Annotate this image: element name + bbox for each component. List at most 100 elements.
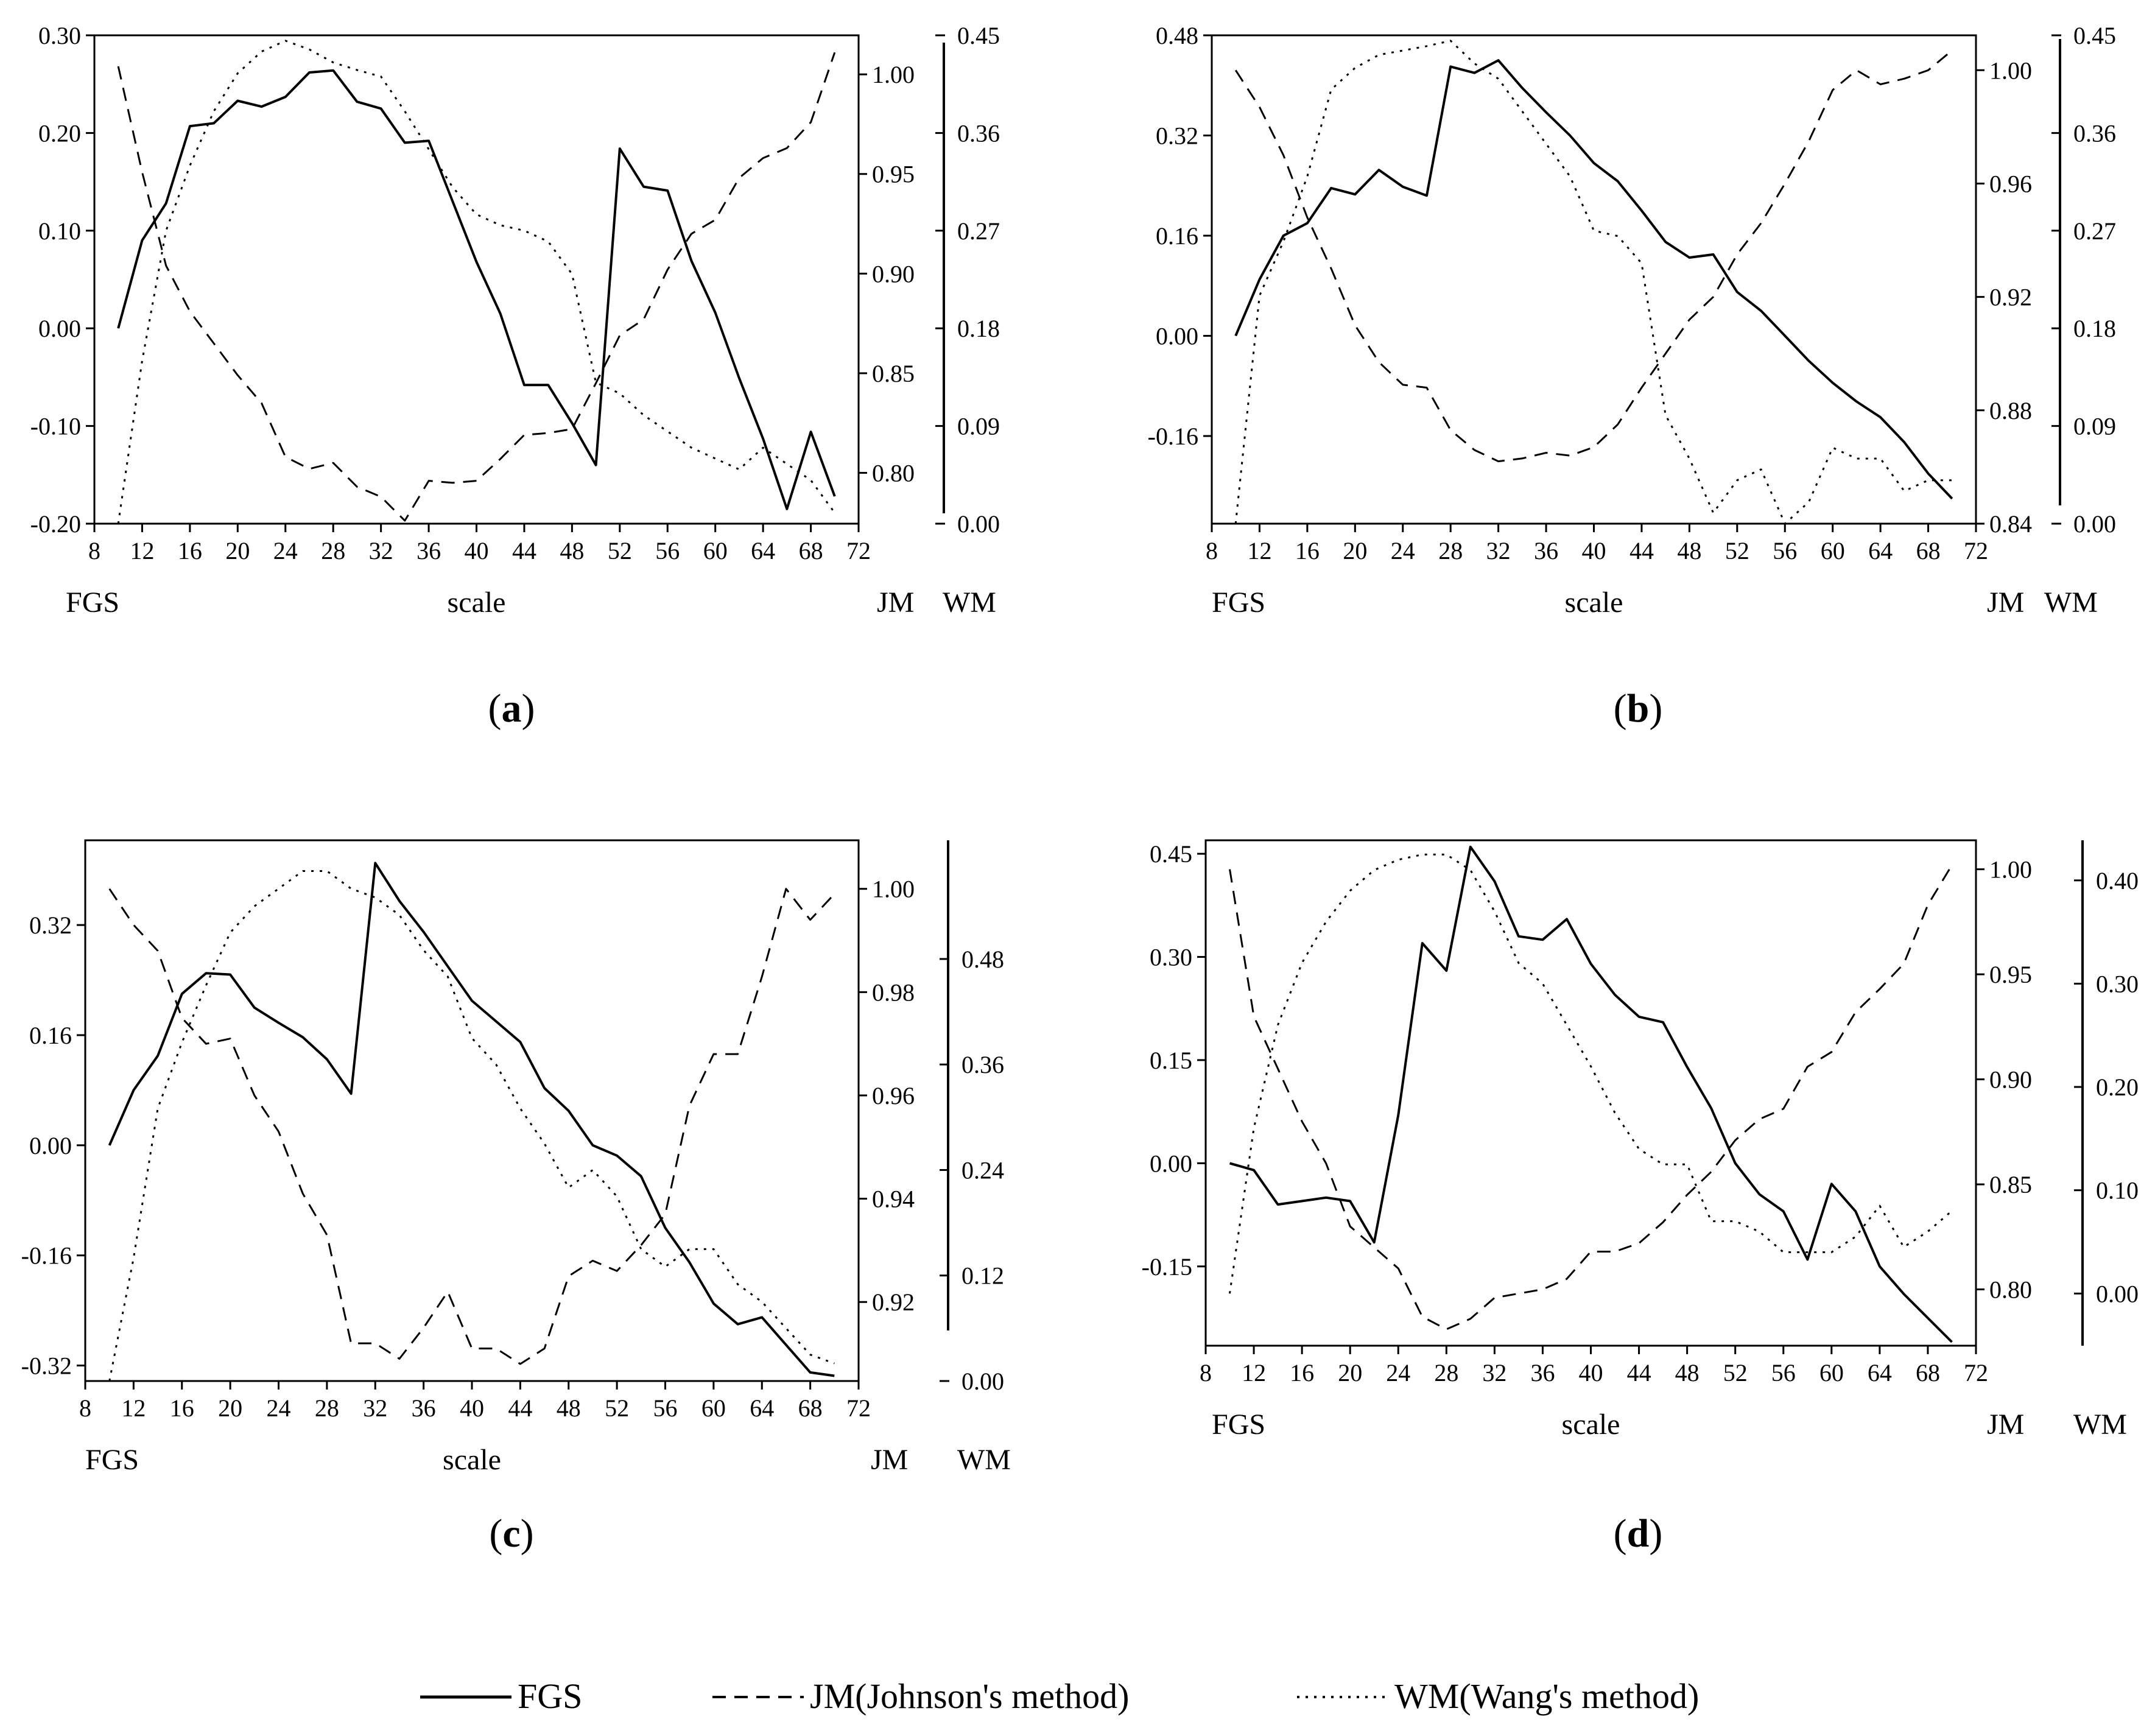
plot-frame [1204,839,1977,1347]
series-line-solid [1229,845,1953,1343]
right2-tick-label: 0.00 [2073,510,2116,538]
x-tick-label: 64 [1868,537,1893,564]
x-tick-label: 8 [1200,1359,1212,1386]
legend-label-jm: JM(Johnson's method) [810,1676,1129,1716]
series-line-dashed [1229,864,1953,1330]
chart-panel-b: 8 12 16 20 24 28 32 36 40 44 48 52 56 60 64 68 72 -0.16 0.… [1148,22,2116,731]
left-tick-label: -0.20 [30,510,81,538]
x-axis-label: scale [1562,1408,1620,1441]
x-tick-label: 36 [1530,1359,1555,1386]
x-tick-label: 72 [1964,537,1988,564]
right1-tick-label: 0.90 [1989,1066,2032,1094]
panel-label: (a) [488,686,535,731]
x-tick-label: 12 [1247,537,1271,564]
right1-axis-name: JM [1987,586,2024,619]
x-tick-label: 44 [508,1394,532,1422]
x-tick-label: 40 [460,1394,484,1422]
x-tick-label: 72 [1964,1359,1988,1386]
right1-tick-label: 0.92 [1989,284,2032,311]
right2-tick-label: 0.00 [2096,1280,2139,1307]
right2-tick-label: 0.18 [2073,315,2116,342]
x-tick-label: 60 [1821,537,1845,564]
right2-tick-label: 0.40 [2096,867,2139,894]
x-tick-label: 36 [412,1394,436,1422]
chart-panel-d: 8 12 16 20 24 28 32 36 40 44 48 52 56 60 64 68 72 -0.15 0.… [1142,839,2139,1556]
x-tick-label: 44 [1629,537,1654,564]
right2-tick-label: 0.27 [2073,217,2116,245]
left-tick-label: -0.32 [21,1352,72,1380]
x-tick-label: 64 [751,537,775,564]
x-tick-label: 28 [321,537,345,564]
right1-tick-label: 1.00 [1989,856,2032,884]
x-tick-label: 52 [1725,537,1749,564]
left-tick-label: 0.30 [1150,944,1192,971]
right1-tick-label: 1.00 [872,61,915,88]
x-tick-label: 16 [178,537,202,564]
x-tick-label: 44 [512,537,536,564]
x-tick-label: 32 [1486,537,1511,564]
left-tick-label: 0.00 [1150,1150,1192,1177]
x-tick-label: 56 [655,537,680,564]
right1-tick-label: 0.95 [872,161,915,188]
left-axis-name: FGS [66,586,119,619]
right1-axis-name: JM [1987,1408,2024,1441]
right1-axis-name: JM [871,1444,908,1476]
x-tick-label: 48 [560,537,584,564]
right1-tick-label: 0.98 [872,979,915,1006]
x-tick-label: 40 [1579,1359,1603,1386]
series-line-solid [117,69,836,510]
x-tick-label: 48 [557,1394,581,1422]
left-tick-label: 0.32 [1156,122,1198,150]
x-tick-label: 8 [88,537,100,564]
series-line-dotted [117,40,836,524]
x-tick-label: 32 [363,1394,387,1422]
left-tick-label: 0.15 [1150,1047,1192,1074]
x-tick-label: 28 [315,1394,339,1422]
left-axis-name: FGS [85,1444,139,1476]
series-line-solid [108,862,835,1377]
x-tick-label: 56 [653,1394,678,1422]
x-tick-label: 52 [1723,1359,1748,1386]
series-line-dotted [1229,853,1953,1294]
x-tick-label: 48 [1675,1359,1700,1386]
x-tick-label: 68 [799,537,823,564]
left-tick-label: 0.16 [1156,222,1198,250]
x-tick-label: 56 [1771,1359,1796,1386]
x-tick-label: 72 [846,537,871,564]
panel-label: (d) [1614,1511,1663,1556]
right1-tick-label: 1.00 [1989,57,2032,84]
x-tick-label: 68 [1916,537,1941,564]
x-tick-label: 20 [218,1394,242,1422]
x-tick-label: 28 [1438,537,1463,564]
left-tick-label: -0.15 [1142,1253,1192,1281]
right2-tick-label: 0.09 [2073,413,2116,440]
x-tick-label: 64 [1868,1359,1892,1386]
x-tick-label: 60 [703,537,728,564]
x-tick-label: 32 [369,537,393,564]
series-line-dashed [108,888,835,1365]
x-tick-label: 68 [1916,1359,1940,1386]
x-tick-label: 36 [417,537,441,564]
left-tick-label: 0.45 [1150,840,1192,868]
x-tick-label: 16 [1290,1359,1314,1386]
right2-axis-name: WM [943,586,996,619]
right1-axis-name: JM [877,586,914,619]
plot-frame [84,839,860,1382]
x-tick-label: 12 [121,1394,146,1422]
x-tick-label: 20 [1343,537,1367,564]
panel-label: (b) [1614,686,1663,731]
right2-tick-label: 0.45 [2073,22,2116,49]
right1-tick-label: 0.92 [872,1288,915,1316]
x-tick-label: 24 [273,537,298,564]
x-tick-label: 24 [1386,1359,1410,1386]
right1-tick-label: 0.90 [872,260,915,287]
x-axis-label: scale [443,1444,501,1476]
x-tick-label: 16 [1295,537,1320,564]
left-tick-label: -0.16 [1148,423,1198,450]
left-tick-label: 0.32 [29,912,72,939]
panel-label: (c) [489,1511,533,1556]
right2-tick-label: 0.24 [961,1156,1004,1184]
x-tick-label: 20 [1338,1359,1362,1386]
series-line-dotted [108,870,835,1382]
right1-tick-label: 0.95 [1989,961,2032,988]
